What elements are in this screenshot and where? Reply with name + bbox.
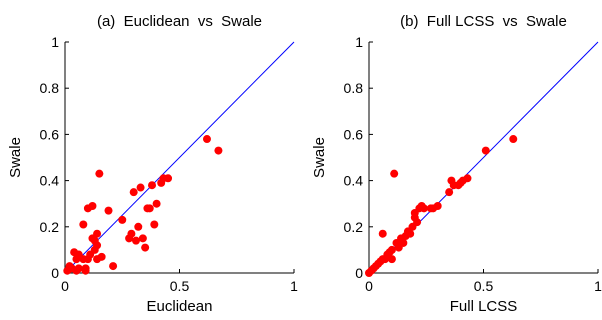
data-point bbox=[118, 215, 127, 224]
y-tick-label: 0 bbox=[355, 265, 363, 281]
data-point bbox=[164, 174, 173, 183]
data-point bbox=[93, 229, 102, 238]
data-point bbox=[148, 181, 157, 190]
chart-title: (b) Full LCSS vs Swale bbox=[400, 13, 567, 30]
data-point bbox=[131, 236, 140, 245]
data-point bbox=[406, 229, 415, 238]
x-axis-label: Full LCSS bbox=[450, 298, 518, 315]
reference-line bbox=[64, 41, 295, 274]
y-tick-label: 0.2 bbox=[344, 219, 364, 235]
data-point bbox=[93, 241, 102, 250]
data-point bbox=[509, 135, 518, 144]
data-point bbox=[81, 264, 90, 273]
x-tick-label: 0 bbox=[61, 278, 69, 294]
data-point bbox=[104, 206, 113, 215]
data-point bbox=[445, 188, 454, 197]
y-tick-label: 0.6 bbox=[344, 126, 364, 142]
chart-title: (a) Euclidean vs Swale bbox=[97, 13, 262, 30]
x-tick-label: 0.5 bbox=[474, 278, 494, 294]
data-point bbox=[387, 245, 396, 254]
data-point bbox=[97, 252, 106, 261]
data-point bbox=[145, 204, 154, 213]
data-point bbox=[150, 220, 159, 229]
y-tick-label: 0.2 bbox=[40, 219, 60, 235]
y-tick-label: 1 bbox=[355, 34, 363, 50]
data-point bbox=[387, 255, 396, 264]
y-axis-label: Swale bbox=[7, 137, 24, 178]
x-tick-label: 0.5 bbox=[170, 278, 190, 294]
data-point bbox=[129, 188, 138, 197]
x-tick-label: 1 bbox=[594, 278, 602, 294]
data-point bbox=[74, 264, 83, 273]
data-point bbox=[79, 220, 88, 229]
x-tick-label: 1 bbox=[290, 278, 298, 294]
data-point bbox=[481, 146, 490, 155]
y-tick-label: 0.8 bbox=[40, 80, 60, 96]
data-point bbox=[138, 234, 147, 243]
data-point bbox=[141, 243, 150, 252]
data-point bbox=[152, 199, 161, 208]
y-tick-label: 0 bbox=[51, 265, 59, 281]
panel-full-lcss-vs-swale: (b) Full LCSS vs Swale Full LCSS Swale 0… bbox=[311, 13, 602, 315]
data-point bbox=[134, 222, 143, 231]
y-tick-label: 0.6 bbox=[40, 126, 60, 142]
y-tick-label: 1 bbox=[51, 34, 59, 50]
data-point bbox=[127, 229, 136, 238]
data-point bbox=[202, 135, 211, 144]
data-point bbox=[419, 204, 428, 213]
x-axis-label: Euclidean bbox=[147, 298, 213, 315]
data-point bbox=[95, 169, 104, 178]
data-point bbox=[399, 238, 408, 247]
panel-euclidean-vs-swale: (a) Euclidean vs Swale Euclidean Swale 0… bbox=[7, 13, 298, 315]
y-tick-label: 0.4 bbox=[344, 173, 364, 189]
data-point bbox=[136, 183, 145, 192]
data-point bbox=[433, 202, 442, 211]
y-axis-label: Swale bbox=[311, 137, 328, 178]
x-tick-label: 0 bbox=[365, 278, 373, 294]
y-tick-label: 0.4 bbox=[40, 173, 60, 189]
data-point bbox=[463, 174, 472, 183]
y-tick-label: 0.8 bbox=[344, 80, 364, 96]
data-point bbox=[88, 202, 97, 211]
data-point bbox=[378, 229, 387, 238]
data-point bbox=[214, 146, 223, 155]
data-point bbox=[390, 169, 399, 178]
data-point bbox=[413, 218, 422, 227]
data-point bbox=[109, 262, 118, 271]
